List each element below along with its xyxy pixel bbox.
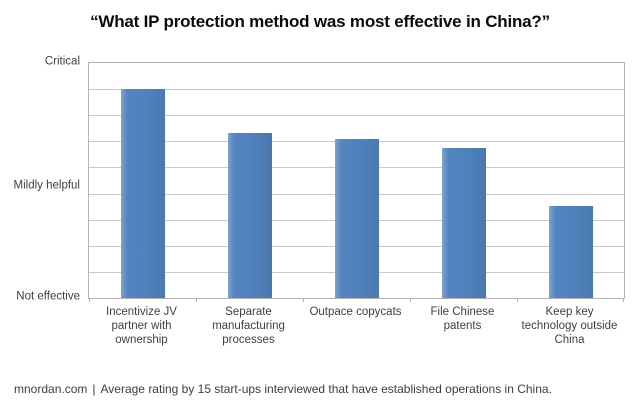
x-axis-tick — [623, 298, 624, 302]
x-axis-tick — [303, 298, 304, 302]
x-axis-tick — [89, 298, 90, 302]
x-axis-tick — [517, 298, 518, 302]
bar-4 — [441, 148, 486, 298]
x-axis-category-label: Incentivize JV partner with ownership — [106, 306, 177, 346]
y-axis-tick-label-critical: Critical — [44, 55, 80, 68]
plot-area — [88, 62, 625, 302]
bar-2 — [227, 133, 272, 298]
footer-caption: mnordan.com | Average rating by 15 start-u… — [14, 382, 552, 396]
x-axis-tick — [410, 298, 411, 302]
bar-3 — [334, 139, 379, 298]
footer-separator: | — [92, 382, 96, 396]
x-axis-labels: Incentivize JV partner with ownership Sep… — [88, 305, 623, 357]
x-axis-category-label: Keep key technology outside China — [521, 306, 618, 346]
bar-5 — [548, 206, 593, 298]
x-axis-category-label: File Chinese patents — [430, 306, 495, 332]
x-axis-category-label: Separate manufacturing processes — [212, 306, 285, 346]
chart-title: “What IP protection method was most effe… — [90, 12, 550, 31]
x-axis-category-label: Outpace copycats — [309, 306, 402, 318]
footer-note: Average rating by 15 start-ups interview… — [100, 382, 552, 396]
gridline — [89, 115, 624, 117]
gridline — [89, 89, 624, 91]
x-axis-tick — [196, 298, 197, 302]
bar-1 — [120, 89, 165, 298]
y-axis-tick-label-not-effective: Not effective — [16, 290, 80, 303]
y-axis-tick-label-mildly-helpful: Mildly helpful — [13, 179, 80, 192]
footer-source: mnordan.com — [14, 382, 88, 396]
